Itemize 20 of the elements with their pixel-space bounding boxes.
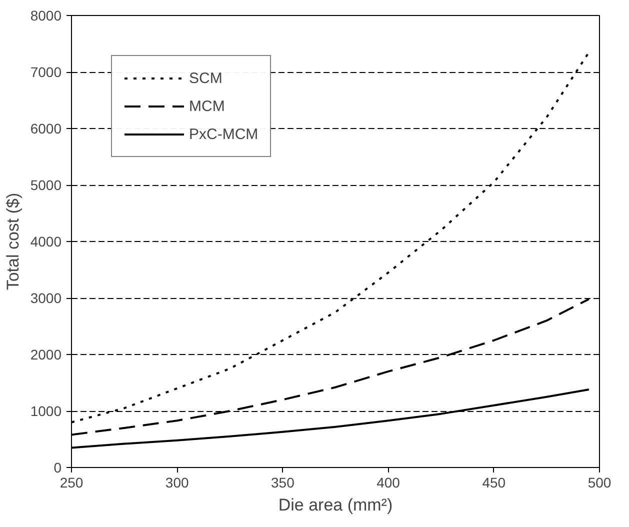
y-tick-label: 5000 <box>30 177 62 193</box>
x-tick-label: 400 <box>376 474 400 490</box>
y-tick-label: 3000 <box>30 290 62 306</box>
y-tick-label: 2000 <box>30 346 62 362</box>
y-axis-title: Total cost ($) <box>3 192 22 290</box>
x-tick-label: 450 <box>482 474 506 490</box>
legend-label: PxC-MCM <box>189 126 258 142</box>
legend-label: MCM <box>189 98 225 114</box>
x-tick-label: 250 <box>60 474 84 490</box>
x-tick-label: 500 <box>588 474 612 490</box>
y-tick-label: 8000 <box>30 8 62 24</box>
y-tick-label: 7000 <box>30 64 62 80</box>
x-axis-title: Die area (mm²) <box>278 496 393 514</box>
x-tick-label: 350 <box>271 474 295 490</box>
legend-label: SCM <box>189 70 222 86</box>
x-tick-label: 300 <box>165 474 189 490</box>
y-tick-label: 1000 <box>30 403 62 419</box>
y-tick-label: 4000 <box>30 234 62 250</box>
y-tick-label: 0 <box>54 460 62 476</box>
y-tick-label: 6000 <box>30 120 62 136</box>
